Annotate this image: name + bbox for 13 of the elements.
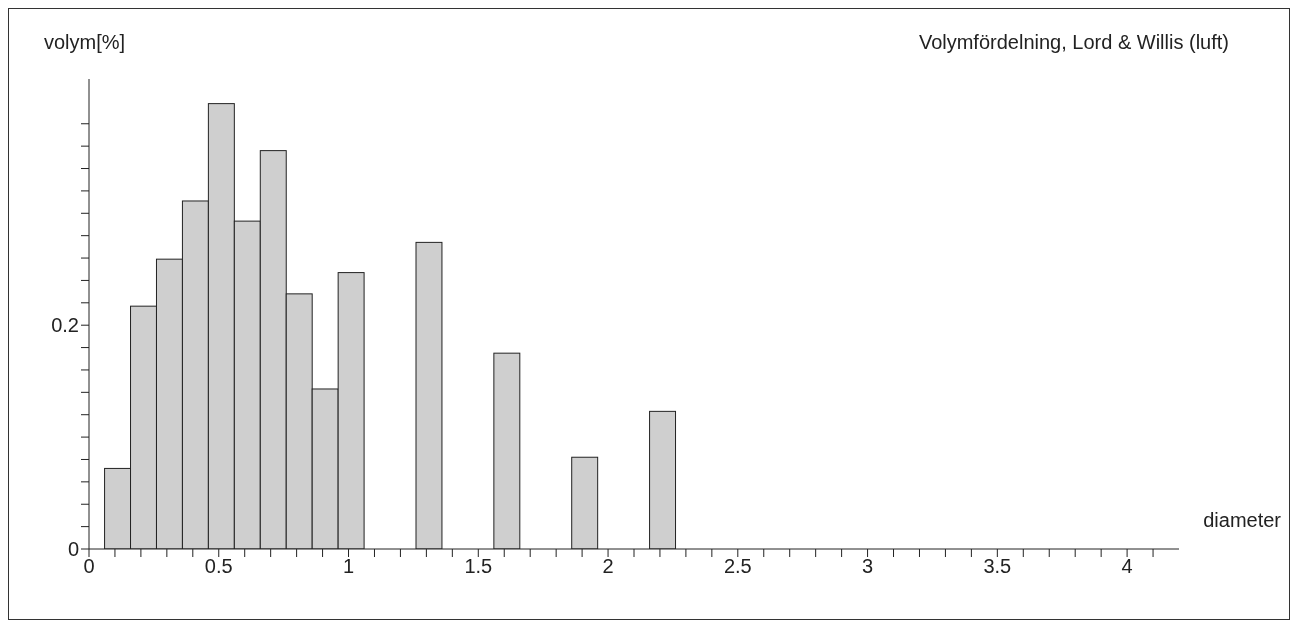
x-tick-label: 2.5 — [723, 555, 752, 578]
x-tick-label: 3.5 — [983, 555, 1012, 578]
x-tick-label: 1 — [342, 555, 355, 578]
y-tick-label: 0.2 — [51, 314, 79, 337]
y-axis-title: volym[%] — [44, 31, 126, 54]
x-tick-label: 0.5 — [204, 555, 233, 578]
x-tick-label: 3 — [862, 555, 874, 578]
x-tick-label: 1.5 — [464, 555, 493, 578]
x-axis-title: diameter — [1203, 509, 1281, 532]
x-tick-label: 0 — [83, 555, 95, 578]
chart-title: Volymfördelning, Lord & Willis (luft) — [918, 31, 1229, 54]
x-tick-label: 4 — [1121, 555, 1133, 578]
x-tick-label: 2 — [602, 555, 614, 578]
